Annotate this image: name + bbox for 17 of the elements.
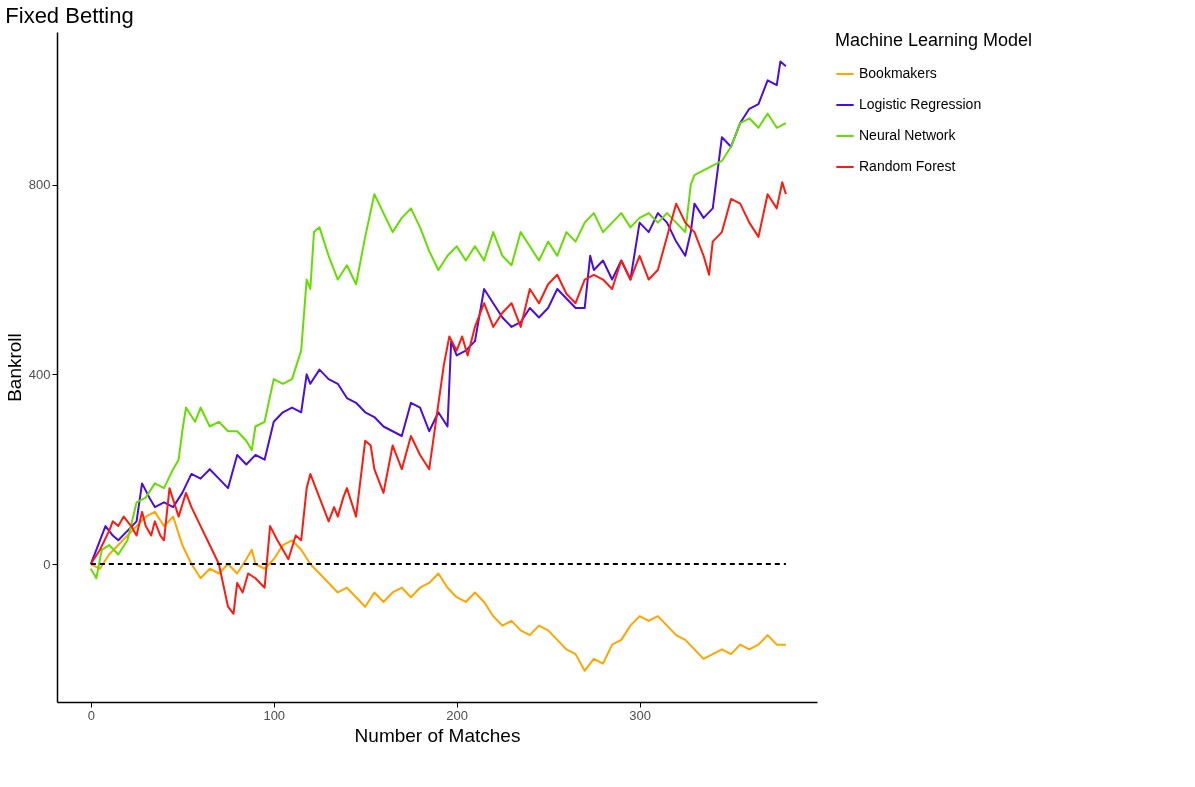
legend-label: Logistic Regression (859, 96, 982, 112)
line-series (89, 510, 787, 672)
y-tick-label: 400 (28, 366, 51, 382)
legend-label: Bookmakers (859, 65, 937, 81)
legend-label: Random Forest (859, 158, 956, 174)
x-tick-label: 300 (629, 707, 651, 723)
y-tick-label: 0 (43, 556, 51, 572)
y-axis-title: Bankroll (3, 333, 25, 402)
legend-label: Neural Network (859, 127, 957, 143)
x-tick-label: 0 (87, 707, 95, 723)
x-tick-label: 200 (446, 707, 469, 723)
x-axis-title: Number of Matches (354, 724, 521, 746)
chart-title: Fixed Betting (5, 3, 134, 28)
y-tick-label: 800 (28, 177, 51, 193)
x-tick-label: 100 (263, 707, 286, 723)
legend-title: Machine Learning Model (835, 30, 1033, 50)
line-series (89, 181, 787, 615)
